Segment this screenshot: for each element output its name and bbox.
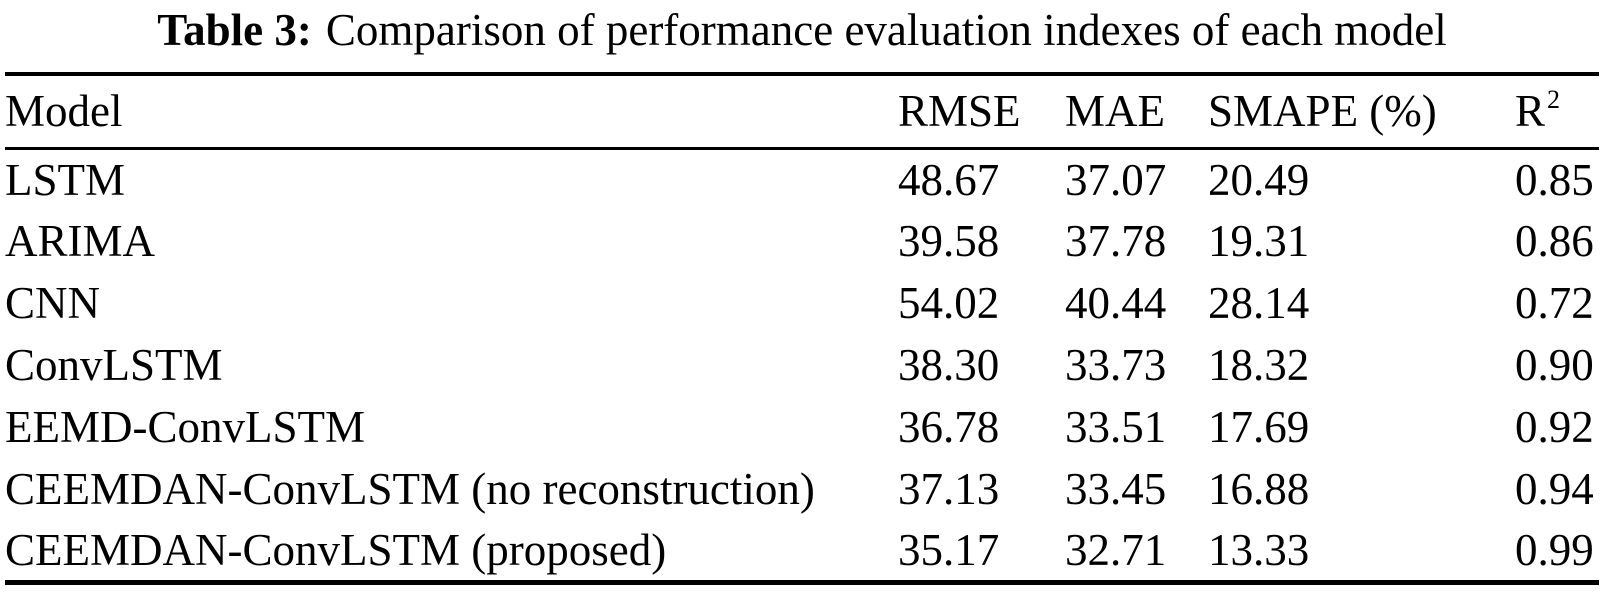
rmse-value: 39.58 (898, 216, 1000, 266)
model-name: CEEMDAN-ConvLSTM (no reconstruction) (5, 464, 815, 514)
mae-value: 37.07 (1065, 154, 1167, 205)
r2-value: 0.86 (1515, 216, 1594, 266)
r2-value: 0.99 (1515, 524, 1594, 575)
header-row: Model RMSE MAE SMAPE (%) R2 (5, 74, 1599, 150)
table-caption-text: Comparison of performance evaluation ind… (325, 5, 1447, 55)
table-row: ARIMA 39.58 37.78 19.31 0.86 (5, 210, 1599, 272)
smape-value: 28.14 (1208, 278, 1310, 328)
table-row: CEEMDAN-ConvLSTM (proposed) 35.17 32.71 … (5, 520, 1599, 582)
rmse-value: 48.67 (898, 154, 1000, 205)
model-name: ARIMA (5, 216, 156, 266)
r2-value: 0.90 (1515, 340, 1594, 390)
model-name: EEMD-ConvLSTM (5, 402, 365, 452)
mae-value: 40.44 (1065, 278, 1167, 328)
rmse-value: 35.17 (898, 524, 1000, 575)
rmse-value: 36.78 (898, 402, 1000, 452)
smape-value: 20.49 (1208, 154, 1310, 205)
table-caption-label: Table 3: (157, 5, 312, 55)
rmse-value: 37.13 (898, 464, 1000, 514)
r2-base: R (1515, 86, 1546, 137)
smape-value: 13.33 (1208, 524, 1310, 575)
smape-value: 18.32 (1208, 340, 1310, 390)
table-row: LSTM 48.67 37.07 20.49 0.85 (5, 148, 1599, 210)
col-header-mae: MAE (1065, 74, 1208, 150)
model-name: ConvLSTM (5, 340, 223, 390)
table-row: CEEMDAN-ConvLSTM (no reconstruction) 37.… (5, 458, 1599, 520)
smape-value: 17.69 (1208, 402, 1310, 452)
model-name: CNN (5, 278, 101, 328)
table-row: CNN 54.02 40.44 28.14 0.72 (5, 272, 1599, 334)
table-row: ConvLSTM 38.30 33.73 18.32 0.90 (5, 334, 1599, 396)
mae-value: 33.73 (1065, 340, 1167, 390)
col-header-model: Model (5, 74, 898, 150)
col-header-r2: R2 (1515, 74, 1599, 150)
mae-value: 32.71 (1065, 524, 1167, 575)
col-header-smape: SMAPE (%) (1208, 74, 1515, 150)
mae-value: 33.51 (1065, 402, 1167, 452)
rmse-value: 54.02 (898, 278, 1000, 328)
results-table: Model RMSE MAE SMAPE (%) R2 LSTM 48.67 3… (5, 72, 1599, 585)
mae-value: 37.78 (1065, 216, 1167, 266)
mae-value: 33.45 (1065, 464, 1167, 514)
rmse-value: 38.30 (898, 340, 1000, 390)
r2-superscript: 2 (1547, 85, 1561, 115)
col-header-rmse: RMSE (898, 74, 1065, 150)
table-row: EEMD-ConvLSTM 36.78 33.51 17.69 0.92 (5, 396, 1599, 458)
r2-value: 0.94 (1515, 464, 1594, 514)
r2-value: 0.92 (1515, 402, 1594, 452)
r2-value: 0.85 (1515, 154, 1594, 205)
r2-value: 0.72 (1515, 278, 1594, 328)
model-name: CEEMDAN-ConvLSTM (proposed) (5, 524, 667, 575)
smape-value: 16.88 (1208, 464, 1310, 514)
model-name: LSTM (5, 154, 126, 205)
table-caption: Table 3: Comparison of performance evalua… (0, 2, 1604, 58)
smape-value: 19.31 (1208, 216, 1310, 266)
